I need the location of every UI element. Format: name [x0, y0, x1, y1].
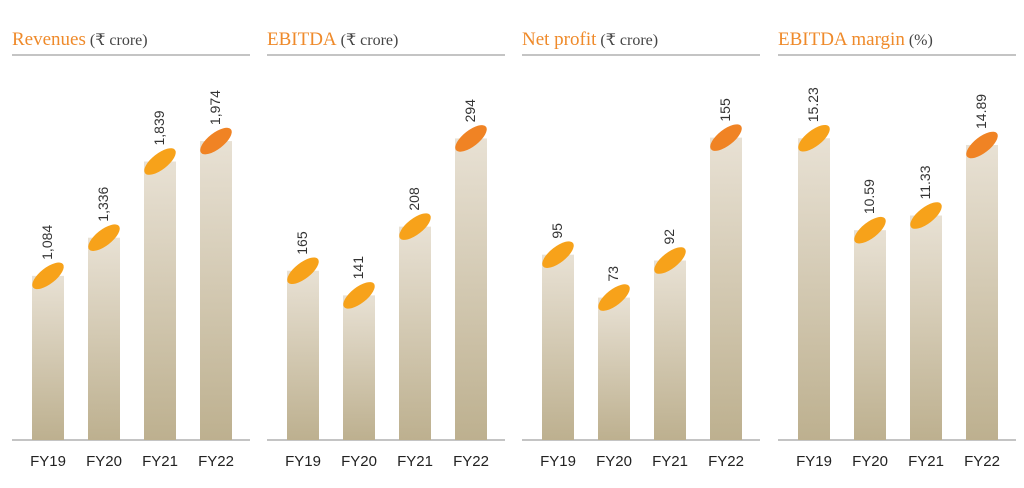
x-tick-label: FY21: [142, 453, 178, 470]
data-label: 95: [549, 223, 565, 239]
chart-title-unit: (%): [909, 32, 933, 49]
bar: [854, 230, 886, 440]
chart-title: Revenues (₹ crore): [12, 29, 148, 50]
x-tick-label: FY22: [708, 453, 744, 470]
chart-panel: Net profit (₹ crore) 95 FY19 73 FY20 92 FY21 155…: [522, 29, 760, 470]
chart-title-name: Revenues: [12, 29, 86, 50]
data-label: 1,084: [39, 225, 55, 260]
data-label: 1,974: [207, 90, 223, 125]
chart-panel: Revenues (₹ crore) 1,084 FY19 1,336 FY20 1,839…: [12, 29, 250, 470]
x-tick-label: FY19: [540, 453, 576, 470]
data-label: 208: [406, 187, 422, 211]
bar: [144, 162, 176, 440]
data-label: 155: [717, 98, 733, 122]
data-label: 11.33: [917, 165, 933, 199]
bar: [710, 138, 742, 440]
bar: [966, 145, 998, 440]
chart-title-name: EBITDA margin: [778, 29, 905, 50]
x-tick-label: FY20: [596, 453, 632, 470]
x-tick-label: FY19: [30, 453, 66, 470]
bar: [910, 216, 942, 440]
bar: [88, 238, 120, 440]
chart-title-name: EBITDA: [267, 29, 337, 50]
bar: [598, 298, 630, 440]
chart-title: EBITDA margin (%): [778, 29, 933, 50]
bar: [200, 141, 232, 440]
kpi-bar-charts: Revenues (₹ crore)1,084FY191,336FY201,839…: [0, 0, 1024, 488]
bar: [542, 255, 574, 440]
x-tick-label: FY19: [285, 453, 321, 470]
x-tick-label: FY21: [397, 453, 433, 470]
bar: [399, 227, 431, 440]
x-tick-label: FY21: [908, 453, 944, 470]
data-label: 15.23: [805, 87, 821, 122]
data-label: 294: [462, 99, 478, 123]
data-label: 92: [661, 229, 677, 245]
x-tick-label: FY20: [852, 453, 888, 470]
chart-title-unit: (₹ crore): [600, 32, 658, 49]
x-tick-label: FY21: [652, 453, 688, 470]
chart-title-unit: (₹ crore): [341, 32, 399, 49]
x-tick-label: FY22: [964, 453, 1000, 470]
data-label: 1,839: [151, 110, 167, 145]
bar: [32, 276, 64, 440]
x-tick-label: FY19: [796, 453, 832, 470]
data-label: 73: [605, 266, 621, 282]
data-label: 10.59: [861, 179, 877, 214]
chart-title-name: Net profit: [522, 29, 597, 50]
data-label: 165: [294, 231, 310, 255]
x-tick-label: FY22: [453, 453, 489, 470]
bar: [455, 138, 487, 440]
chart-title: Net profit (₹ crore): [522, 29, 658, 50]
bar: [654, 261, 686, 440]
chart-title-unit: (₹ crore): [90, 32, 148, 49]
bar: [287, 271, 319, 440]
chart-title: EBITDA (₹ crore): [267, 29, 398, 50]
data-label: 141: [350, 256, 366, 280]
x-tick-label: FY20: [86, 453, 122, 470]
bar: [343, 295, 375, 440]
data-label: 1,336: [95, 186, 111, 221]
x-tick-label: FY20: [341, 453, 377, 470]
data-label: 14.89: [973, 94, 989, 129]
bar: [798, 138, 830, 440]
chart-panel: EBITDA (₹ crore) 165 FY19 141 FY20 208 FY21 294 F…: [267, 29, 505, 470]
x-tick-label: FY22: [198, 453, 234, 470]
chart-panel: EBITDA margin (%) 15.23 FY19 10.59 FY20 11.33 F…: [778, 29, 1016, 470]
